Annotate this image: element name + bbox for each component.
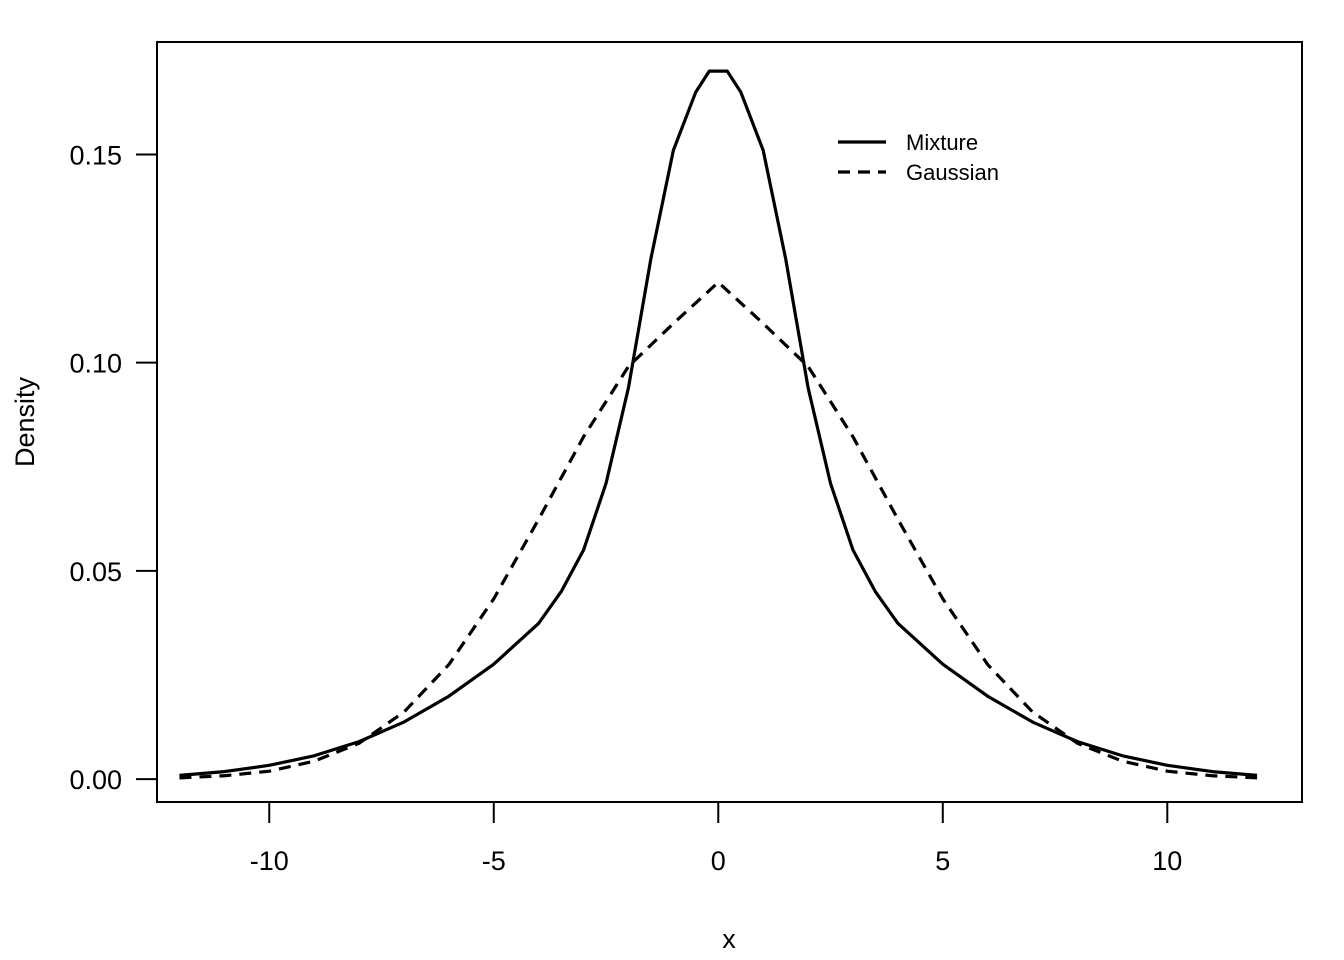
y-tick-label: 0.00 xyxy=(69,765,122,795)
x-axis-label: x xyxy=(722,924,736,954)
plot-frame xyxy=(156,41,1303,803)
x-tick-label: 0 xyxy=(711,846,726,876)
y-axis: 0.00 0.05 0.10 0.15 xyxy=(69,140,158,795)
y-axis-label: Density xyxy=(10,376,40,467)
x-axis: -10 -5 0 5 10 xyxy=(250,801,1182,876)
y-tick-label: 0.10 xyxy=(69,349,122,379)
series-layer xyxy=(179,69,1258,780)
legend-gaussian-label: Gaussian xyxy=(906,160,999,185)
y-tick-label: 0.15 xyxy=(69,140,122,170)
series-line-mixture xyxy=(179,69,1258,777)
y-tick-label: 0.05 xyxy=(69,557,122,587)
x-tick-label: 5 xyxy=(935,846,950,876)
legend: Mixture Gaussian xyxy=(838,130,999,185)
legend-mixture-label: Mixture xyxy=(906,130,978,155)
series-line-gaussian xyxy=(179,280,1258,780)
x-tick-label: -10 xyxy=(250,846,289,876)
x-tick-label: -5 xyxy=(482,846,506,876)
x-tick-label: 10 xyxy=(1152,846,1182,876)
